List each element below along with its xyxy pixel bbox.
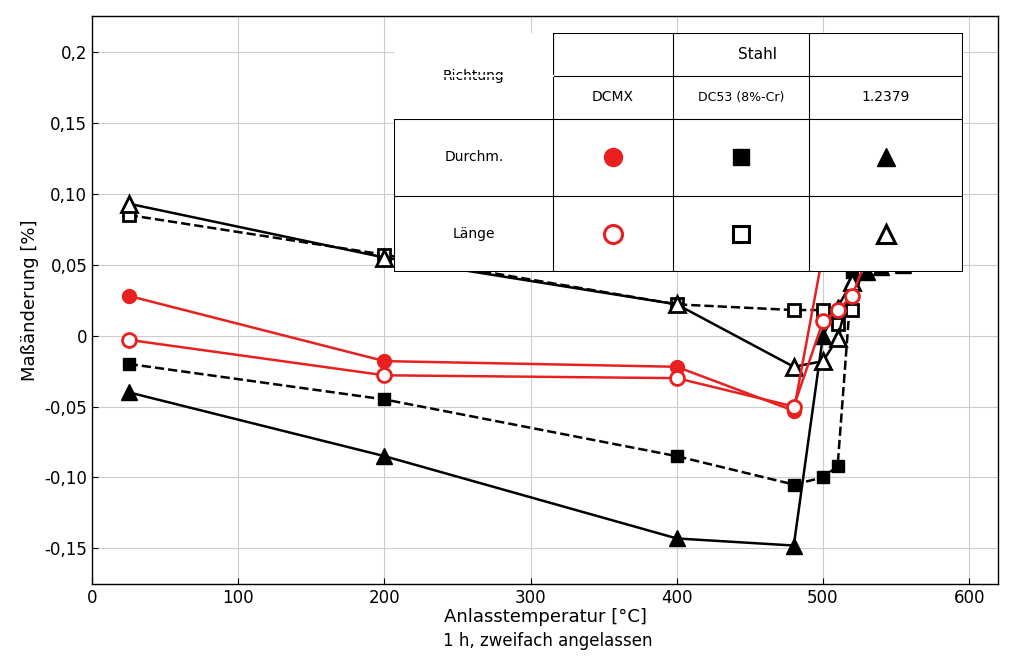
X-axis label: Anlasstemperatur [°C]: Anlasstemperatur [°C] xyxy=(443,608,647,626)
Text: 1 h, zweifach angelassen: 1 h, zweifach angelassen xyxy=(443,632,652,650)
Text: Stahl: Stahl xyxy=(738,47,777,62)
Text: Durchm.: Durchm. xyxy=(444,150,504,164)
Text: DC53 (8%-Cr): DC53 (8%-Cr) xyxy=(697,91,784,104)
Bar xyxy=(394,33,553,119)
Text: Länge: Länge xyxy=(453,227,495,241)
Text: DCMX: DCMX xyxy=(592,91,634,104)
Y-axis label: Maßänderung [%]: Maßänderung [%] xyxy=(20,219,39,381)
Text: Richtung: Richtung xyxy=(443,69,505,83)
Text: 1.2379: 1.2379 xyxy=(861,91,910,104)
